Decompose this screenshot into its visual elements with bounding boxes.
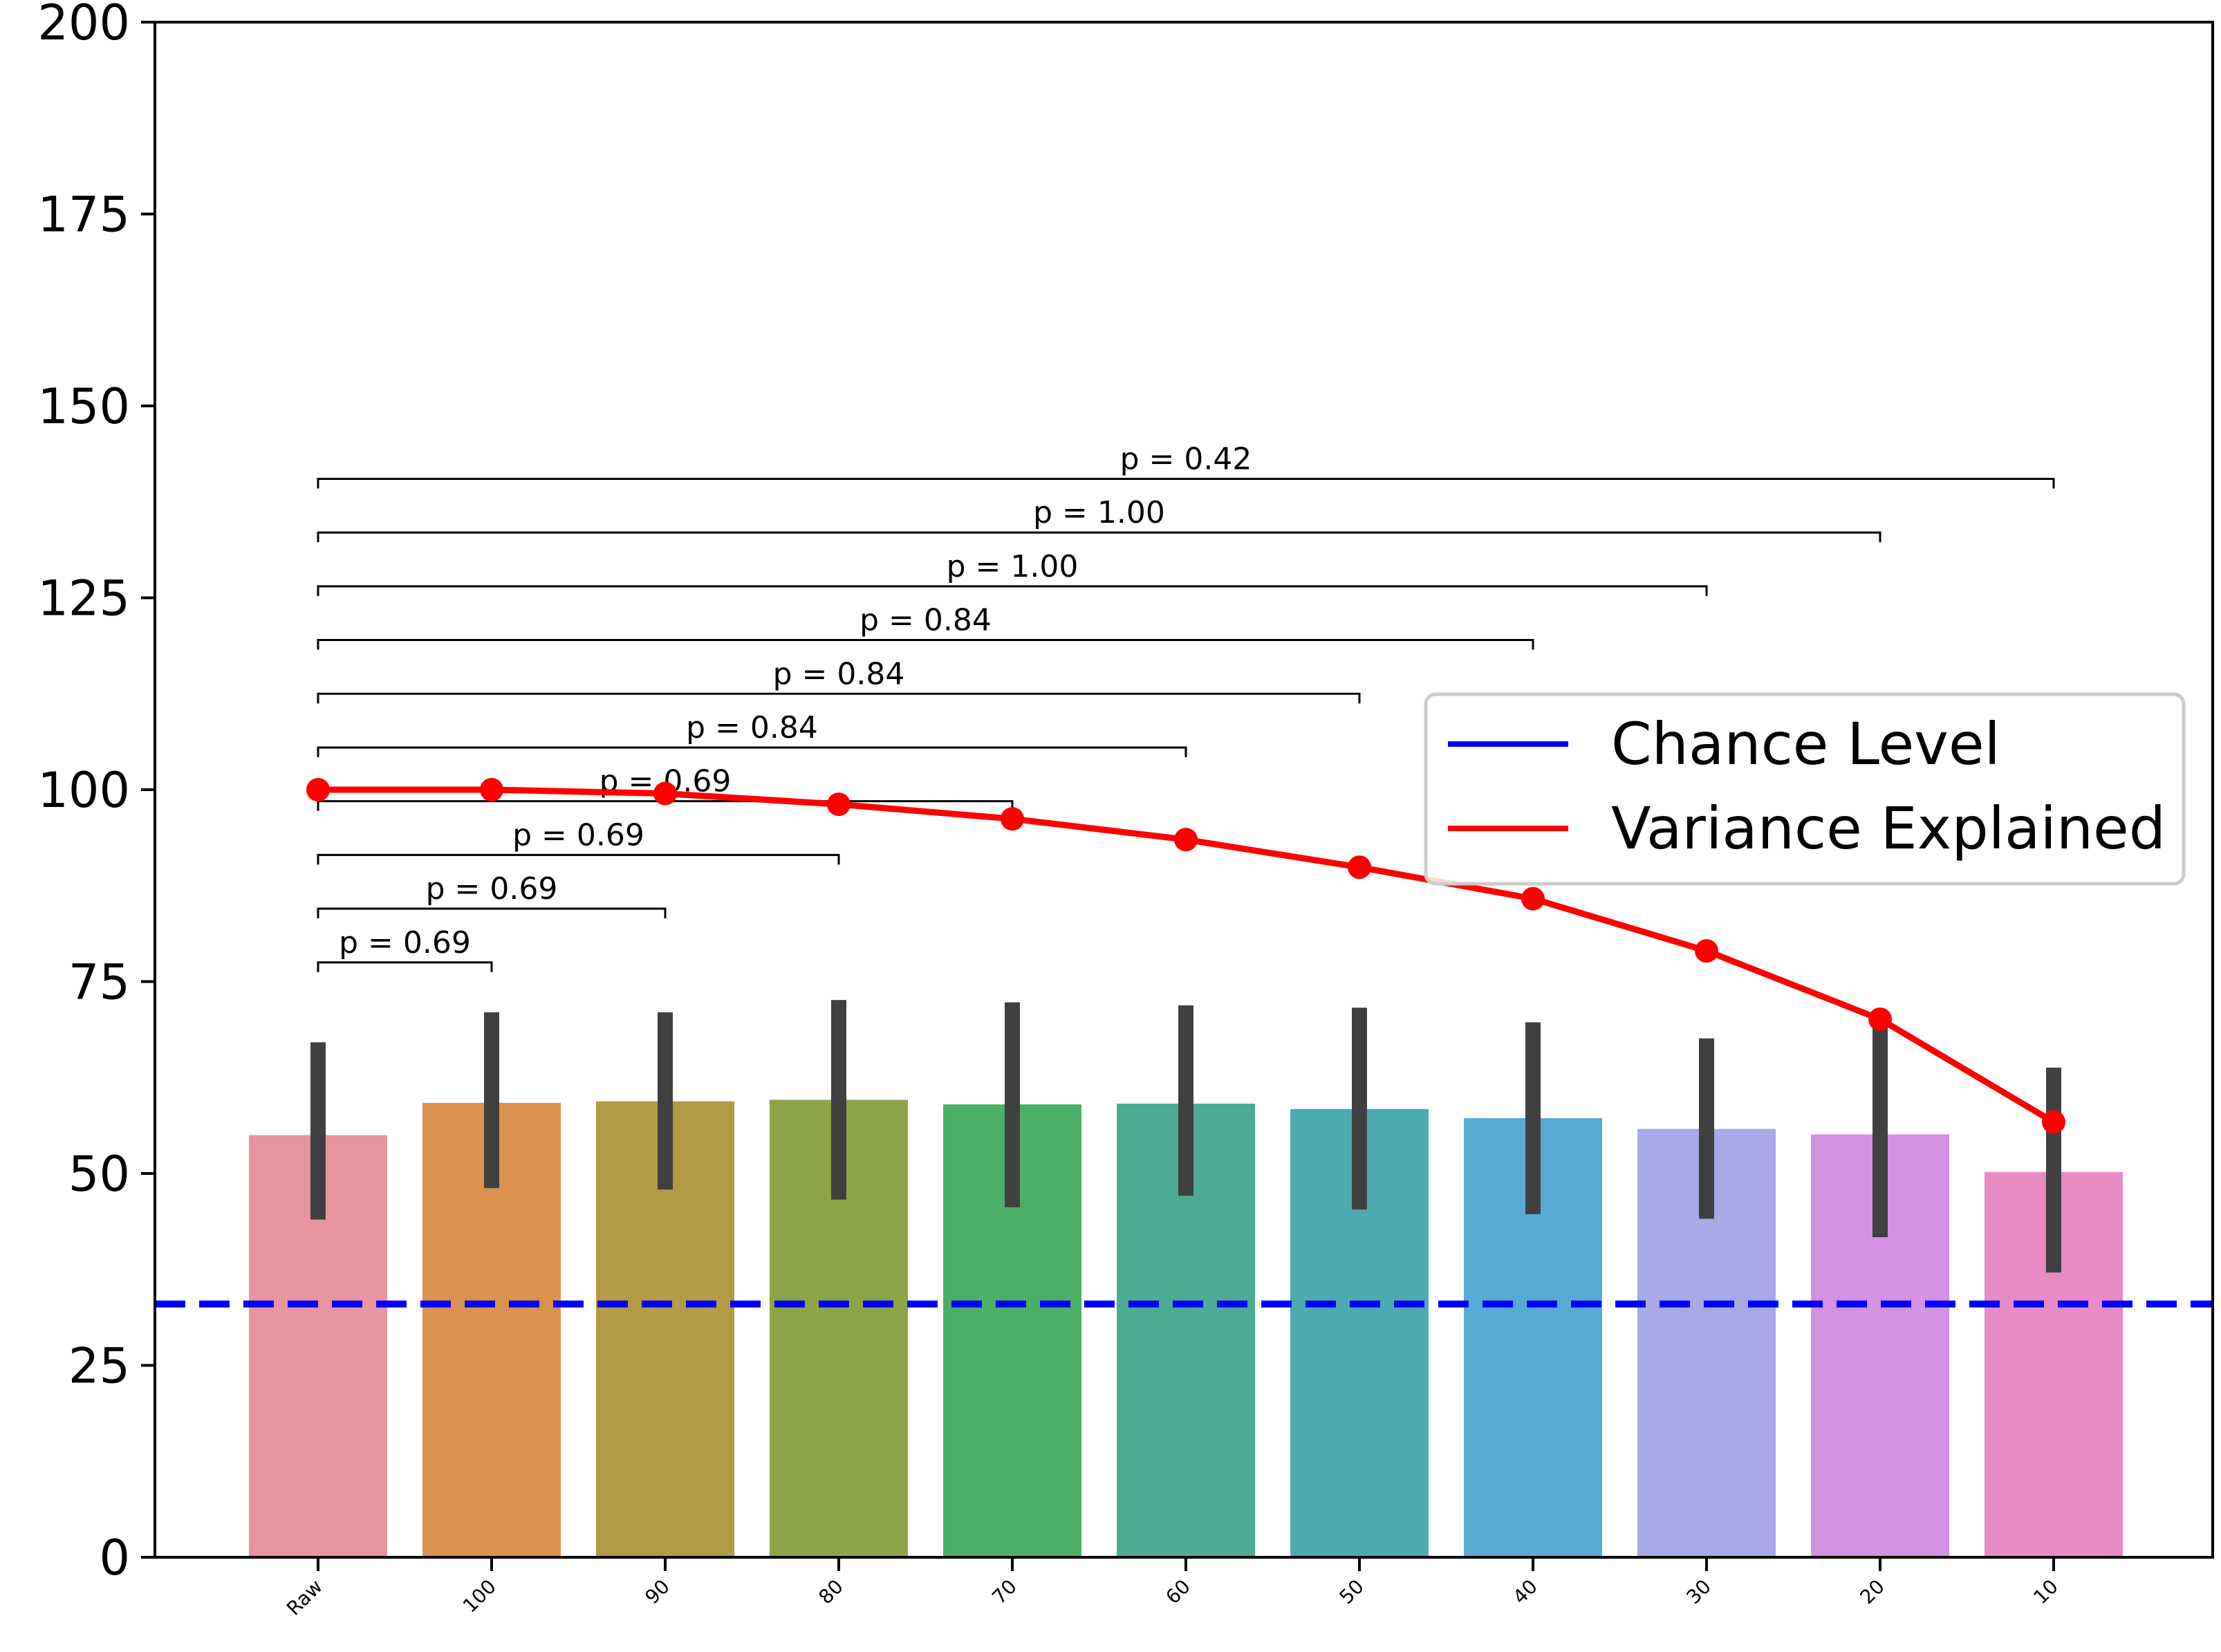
significance-bracket-raw-10 bbox=[317, 477, 2055, 489]
x-tick-label: 20 bbox=[1855, 1575, 1889, 1609]
legend-label: Chance Level bbox=[1611, 710, 2000, 778]
significance-bracket-raw-50 bbox=[317, 692, 1361, 704]
variance-point-100 bbox=[480, 778, 503, 801]
significance-bracket-raw-20 bbox=[317, 531, 1881, 543]
y-tick-label: 200 bbox=[37, 0, 130, 51]
y-tick-label: 0 bbox=[99, 1530, 130, 1586]
x-tick-label: 80 bbox=[814, 1575, 848, 1609]
x-tick-label: 100 bbox=[458, 1575, 501, 1617]
significance-label: p = 0.69 bbox=[512, 817, 644, 853]
variance-explained-layer bbox=[306, 778, 2065, 1134]
y-tick-label: 125 bbox=[37, 570, 130, 627]
significance-bracket-raw-80 bbox=[317, 853, 840, 865]
significance-bracket-raw-30 bbox=[317, 585, 1708, 596]
variance-point-60 bbox=[1174, 828, 1198, 852]
variance-point-20 bbox=[1868, 1007, 1892, 1031]
x-tick-label: 30 bbox=[1682, 1575, 1716, 1609]
variance-point-30 bbox=[1695, 939, 1718, 963]
variance-point-80 bbox=[827, 792, 851, 817]
x-tick-label: Raw bbox=[282, 1575, 327, 1620]
significance-bracket-raw-90 bbox=[317, 907, 667, 919]
variance-point-40 bbox=[1521, 887, 1545, 911]
x-tick-label: 50 bbox=[1335, 1575, 1368, 1609]
legend-box bbox=[1424, 692, 2186, 886]
significance-bracket-raw-40 bbox=[317, 639, 1534, 650]
significance-bracket-raw-60 bbox=[317, 746, 1187, 757]
axes-layer: 0 25 50 75 100 125 150 175 200 Raw 100 90 80 70 60 50 40… bbox=[37, 0, 2214, 1620]
bars-layer bbox=[249, 1099, 2123, 1557]
y-tick-label: 150 bbox=[37, 378, 130, 435]
significance-label: p = 1.00 bbox=[947, 549, 1079, 584]
x-tick-label: 60 bbox=[1161, 1575, 1195, 1609]
y-tick-label: 175 bbox=[37, 187, 130, 243]
variance-point-raw bbox=[306, 778, 330, 801]
y-tick-label: 100 bbox=[37, 762, 130, 819]
significance-label: p = 0.84 bbox=[773, 656, 905, 692]
variance-point-10 bbox=[2042, 1110, 2065, 1134]
x-tick-label: 70 bbox=[987, 1575, 1021, 1609]
variance-point-90 bbox=[653, 781, 677, 806]
significance-label: p = 0.42 bbox=[1120, 441, 1252, 476]
error-bars-layer bbox=[310, 1000, 2061, 1273]
variance-point-70 bbox=[1001, 807, 1024, 831]
x-tick-label: 40 bbox=[1508, 1575, 1542, 1609]
significance-label: p = 0.69 bbox=[339, 925, 471, 960]
significance-label: p = 0.84 bbox=[859, 603, 992, 638]
x-tick-label: 10 bbox=[2029, 1575, 2063, 1609]
x-tick-label: 90 bbox=[640, 1575, 674, 1609]
significance-label: p = 0.84 bbox=[686, 710, 818, 745]
y-tick-label: 25 bbox=[68, 1338, 130, 1395]
legend-label: Variance Explained bbox=[1611, 795, 2166, 862]
significance-bracket-raw-100 bbox=[317, 961, 493, 972]
legend: Chance Level Variance Explained bbox=[1424, 692, 2186, 886]
significance-label: p = 0.69 bbox=[426, 871, 558, 907]
y-tick-label: 75 bbox=[68, 954, 130, 1011]
y-tick-label: 50 bbox=[68, 1146, 130, 1203]
significance-label: p = 1.00 bbox=[1033, 495, 1165, 530]
variance-point-50 bbox=[1348, 855, 1371, 880]
